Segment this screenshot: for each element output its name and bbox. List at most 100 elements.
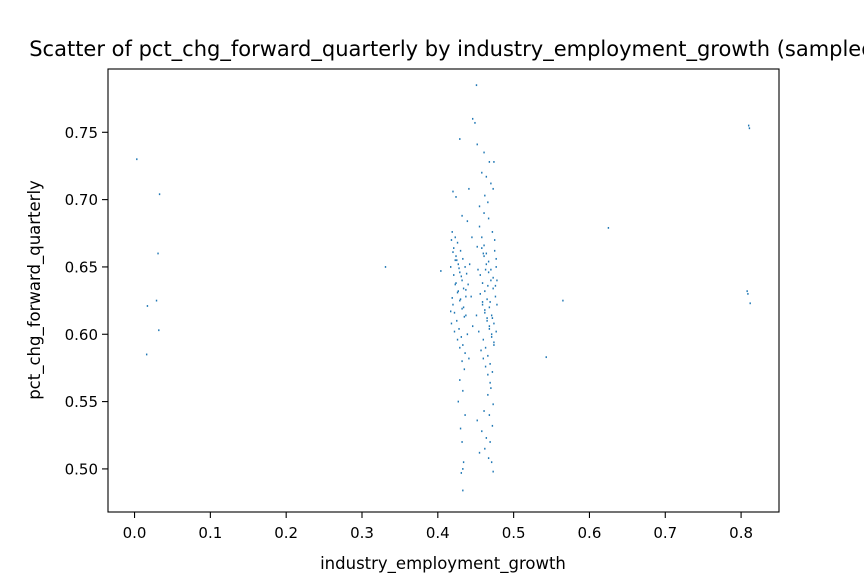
data-point [454,259,456,262]
data-point [496,279,498,282]
data-point [484,311,486,314]
data-point [158,193,161,196]
data-point [748,127,751,130]
data-point [456,259,458,262]
data-point [480,349,482,352]
data-point [476,245,478,248]
data-point [492,287,494,290]
data-point [455,282,457,284]
data-point [451,297,453,299]
data-point [495,330,497,333]
data-point [493,341,495,344]
data-point [450,266,452,268]
data-point [453,330,456,333]
x-tick-label: 0.1 [198,524,222,542]
data-point [466,333,469,336]
data-point [465,288,467,291]
data-point [545,356,547,359]
data-point [490,333,493,336]
data-point [490,387,492,390]
y-tick-label: 0.50 [65,460,98,478]
data-point [487,284,489,287]
data-point [477,268,479,271]
data-point [457,263,459,266]
data-point [481,430,483,433]
y-tick-label: 0.70 [65,191,98,209]
data-point [492,187,494,190]
data-point [484,346,487,349]
data-point [481,236,483,239]
y-axis: 0.50 0.55 0.60 0.65 0.70 0.75 [65,124,108,478]
data-point [461,360,463,363]
data-point [459,138,461,140]
data-point [462,287,465,290]
data-point [462,257,464,260]
data-point [746,290,748,293]
data-point [495,266,497,268]
data-point [492,470,494,473]
data-point [490,461,493,464]
data-point [146,305,149,307]
x-axis: 0.0 0.1 0.2 0.3 0.4 0.5 0.6 0.7 0.8 [123,512,753,542]
data-point [489,301,491,303]
data-point [484,290,486,293]
data-point [494,295,497,298]
data-point [453,274,455,276]
data-point [489,362,491,365]
data-point [476,419,478,422]
data-point [453,247,455,249]
data-point [465,295,467,298]
data-point [493,344,495,346]
x-tick-label: 0.4 [426,524,450,542]
x-tick-label: 0.6 [578,524,602,542]
data-point [456,319,458,322]
data-point [488,414,491,416]
x-tick-label: 0.0 [123,524,147,542]
x-tick-label: 0.5 [502,524,526,542]
data-point [485,263,488,266]
data-point [485,252,488,255]
data-point [440,270,442,272]
data-point [490,182,492,185]
data-point [458,327,460,330]
data-point [461,279,463,282]
data-point [467,283,469,286]
data-point [481,247,483,249]
data-point [464,266,466,268]
data-point [484,268,487,271]
data-point [496,303,498,306]
data-point [489,381,491,384]
y-axis-label: pct_chg_forward_quarterly [25,180,45,400]
data-point [157,252,159,255]
data-point [478,225,481,228]
data-point [158,329,160,332]
data-point [459,299,461,302]
data-point [486,319,488,322]
data-point [493,161,495,163]
data-point [486,298,488,301]
data-point [471,325,474,328]
data-point [479,274,481,276]
data-point [460,336,463,338]
data-point [482,357,485,360]
data-point [491,371,494,373]
data-point [456,338,459,341]
data-point [464,414,466,416]
data-point [136,158,138,161]
y-tick-label: 0.55 [65,393,98,411]
data-point [457,290,459,293]
data-point [461,214,463,217]
data-point [488,327,491,330]
data-point [384,266,387,268]
x-tick-label: 0.2 [274,524,298,542]
data-point [486,317,488,319]
data-point [494,284,497,287]
data-point [481,171,483,174]
data-point [487,217,490,220]
data-point [450,239,453,241]
data-point [493,249,496,252]
y-tick-label: 0.65 [65,258,98,276]
data-point [487,260,490,263]
data-point [462,461,465,464]
